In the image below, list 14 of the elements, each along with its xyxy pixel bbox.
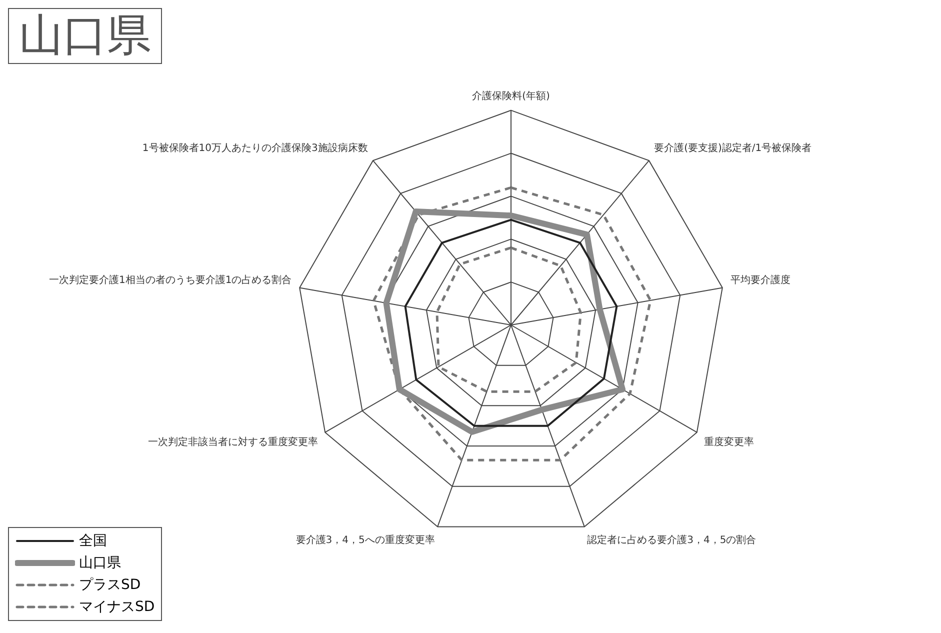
spoke-label: 一次判定要介護1相当の者のうち要介護1の占める割合 bbox=[48, 274, 292, 286]
spoke-label: 要介護(要支援)認定者/1号被保険者 bbox=[654, 142, 812, 154]
spoke-label: 介護保険料(年額) bbox=[472, 90, 550, 102]
legend-label: 全国 bbox=[79, 532, 107, 550]
legend-label: マイナスSD bbox=[79, 598, 155, 616]
spoke-label: 重度変更率 bbox=[704, 436, 754, 448]
spoke-label: 認定者に占める要介護3，4，5の割合 bbox=[587, 534, 756, 546]
spoke-label: 要介護3，4，5への重度変更率 bbox=[296, 534, 435, 546]
legend-label: 山口県 bbox=[79, 554, 121, 572]
legend-label: プラスSD bbox=[79, 576, 141, 594]
chart-title: 山口県 bbox=[8, 8, 162, 64]
spoke-label: 1号被保険者10万人あたりの介護保険3施設病床数 bbox=[142, 142, 368, 154]
spoke-label: 平均要介護度 bbox=[730, 274, 790, 286]
spoke-label: 一次判定非該当者に対する重度変更率 bbox=[148, 436, 318, 448]
